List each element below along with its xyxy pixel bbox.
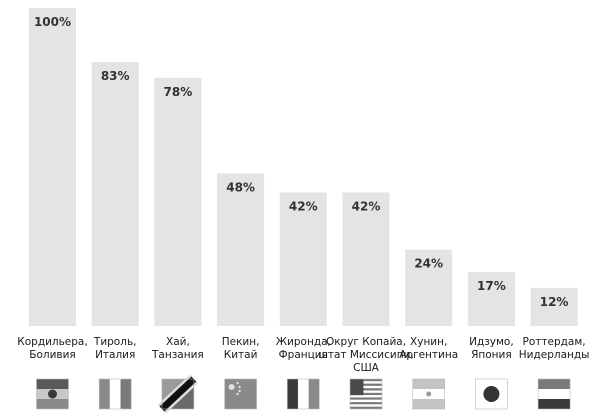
category-label-4-line-1: Пекин, [222, 336, 260, 348]
value-label-5: 42% [289, 199, 318, 213]
category-label-7: Хунин, Аргентина [399, 336, 458, 361]
category-label-3-line-2: Танзания [151, 349, 204, 361]
bar-9 [530, 287, 578, 326]
category-label-7-line-2: Аргентина [399, 349, 458, 361]
category-label-6: Округ Копайа, штат Миссисипи, США [318, 336, 414, 374]
china-flag-icon [224, 378, 257, 410]
bar-1 [29, 8, 76, 326]
category-label-5-line-1: Жиронда, [276, 336, 331, 348]
value-label-2: 83% [101, 69, 130, 83]
france-flag-icon [286, 378, 320, 410]
category-label-8-line-1: Идзумо, [469, 336, 514, 348]
italy-flag-icon [98, 378, 132, 410]
category-label-3: Хай, Танзания [151, 336, 204, 361]
bar-7 [405, 249, 453, 326]
value-label-3: 78% [164, 85, 193, 99]
value-label-6: 42% [352, 199, 381, 213]
category-label-7-line-1: Хунин, [410, 336, 447, 348]
category-label-2: Тироль, Италия [93, 336, 137, 361]
value-label-7: 24% [414, 257, 443, 271]
value-label-9: 12% [540, 295, 569, 309]
category-label-4: Пекин, Китай [222, 336, 260, 361]
category-label-9: Роттердам, Нидерланды [519, 336, 590, 361]
category-label-4-line-2: Китай [224, 349, 258, 361]
category-label-5: Жиронда, Франция [276, 336, 331, 361]
bar-4 [217, 173, 265, 326]
category-label-9-line-2: Нидерланды [519, 349, 590, 361]
japan-flag-icon [475, 378, 508, 410]
value-label-8: 17% [477, 279, 506, 293]
value-label-1: 100% [34, 15, 71, 29]
bar-2 [91, 62, 139, 327]
category-label-6-line-1: Округ Копайа, [326, 336, 406, 348]
netherlands-flag-icon [537, 378, 571, 410]
bar-6 [342, 192, 390, 326]
category-label-2-line-2: Италия [95, 349, 135, 361]
category-label-8: Идзумо, Япония [469, 336, 514, 361]
bar-3 [154, 77, 202, 327]
usa-flag-icon [349, 378, 383, 410]
category-label-1-line-2: Боливия [29, 349, 76, 361]
category-label-8-line-2: Япония [471, 349, 512, 361]
category-label-2-line-1: Тироль, [93, 336, 137, 348]
category-label-6-line-3: США [353, 362, 380, 374]
category-label-6-line-2: штат Миссисипи, [318, 349, 414, 361]
category-label-5-line-2: Франция [279, 349, 328, 361]
bar-8 [467, 271, 515, 326]
category-label-9-line-1: Роттердам, [523, 336, 586, 348]
bar-5 [279, 192, 327, 326]
category-label-1-line-1: Кордильера, [17, 336, 87, 348]
bolivia-flag-icon [36, 378, 69, 410]
category-label-3-line-1: Хай, [166, 336, 190, 348]
tanzania-flag-icon [157, 374, 199, 414]
argentina-flag-icon [412, 378, 446, 410]
value-label-4: 48% [226, 180, 255, 194]
category-label-1: Кордильера, Боливия [17, 336, 87, 361]
